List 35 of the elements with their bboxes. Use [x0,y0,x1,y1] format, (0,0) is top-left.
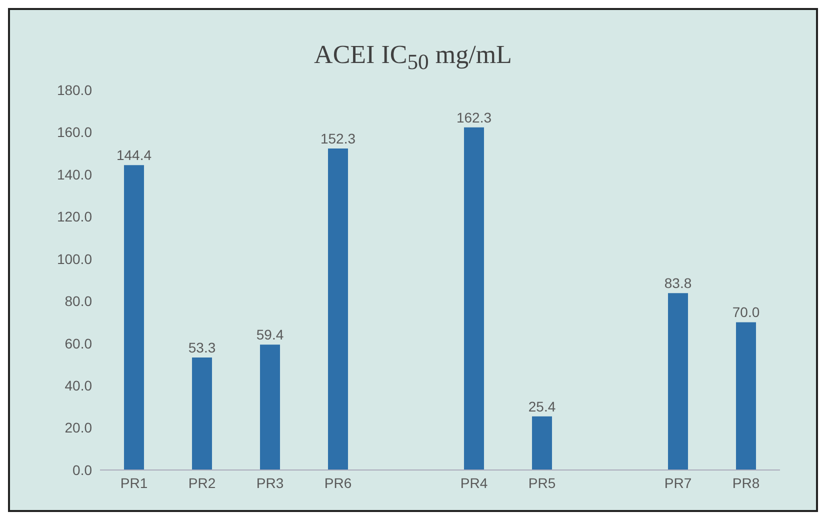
x-tick-label: PR6 [324,474,352,491]
chart-title: ACEI IC$_{50}$ mg/mL [313,40,513,76]
data-label: 53.3 [188,339,216,356]
bar [192,357,212,470]
x-tick-label: PR4 [460,474,488,491]
data-label: 144.4 [116,147,152,164]
data-label: 25.4 [528,398,556,414]
bar [124,165,144,470]
bar [736,322,756,470]
x-tick-label: PR2 [188,474,216,491]
x-tick-label: PR5 [528,474,556,491]
bar [668,293,688,470]
x-tick-label: PR1 [120,474,148,491]
data-label: 152.3 [320,130,356,146]
y-tick-label: 180.0 [56,82,92,98]
x-tick-label: PR3 [256,474,284,491]
bar [260,344,280,470]
x-tick-label: PR7 [664,474,692,491]
y-tick-label: 60.0 [64,335,92,352]
bar [464,127,484,470]
y-tick-label: 160.0 [56,124,92,140]
bar [328,148,348,470]
y-tick-label: 20.0 [64,420,92,436]
y-tick-label: 80.0 [64,293,92,310]
y-tick-label: 120.0 [56,208,92,225]
data-label: 162.3 [456,109,492,126]
y-tick-label: 0.0 [72,462,92,478]
y-tick-label: 40.0 [64,378,92,394]
x-tick-label: PR8 [732,474,760,491]
data-label: 83.8 [664,275,692,292]
y-tick-label: 140.0 [56,166,92,182]
data-label: 59.4 [256,326,284,343]
data-label: 70.0 [732,304,760,320]
y-tick-label: 100.0 [56,250,92,267]
bar [532,416,552,470]
